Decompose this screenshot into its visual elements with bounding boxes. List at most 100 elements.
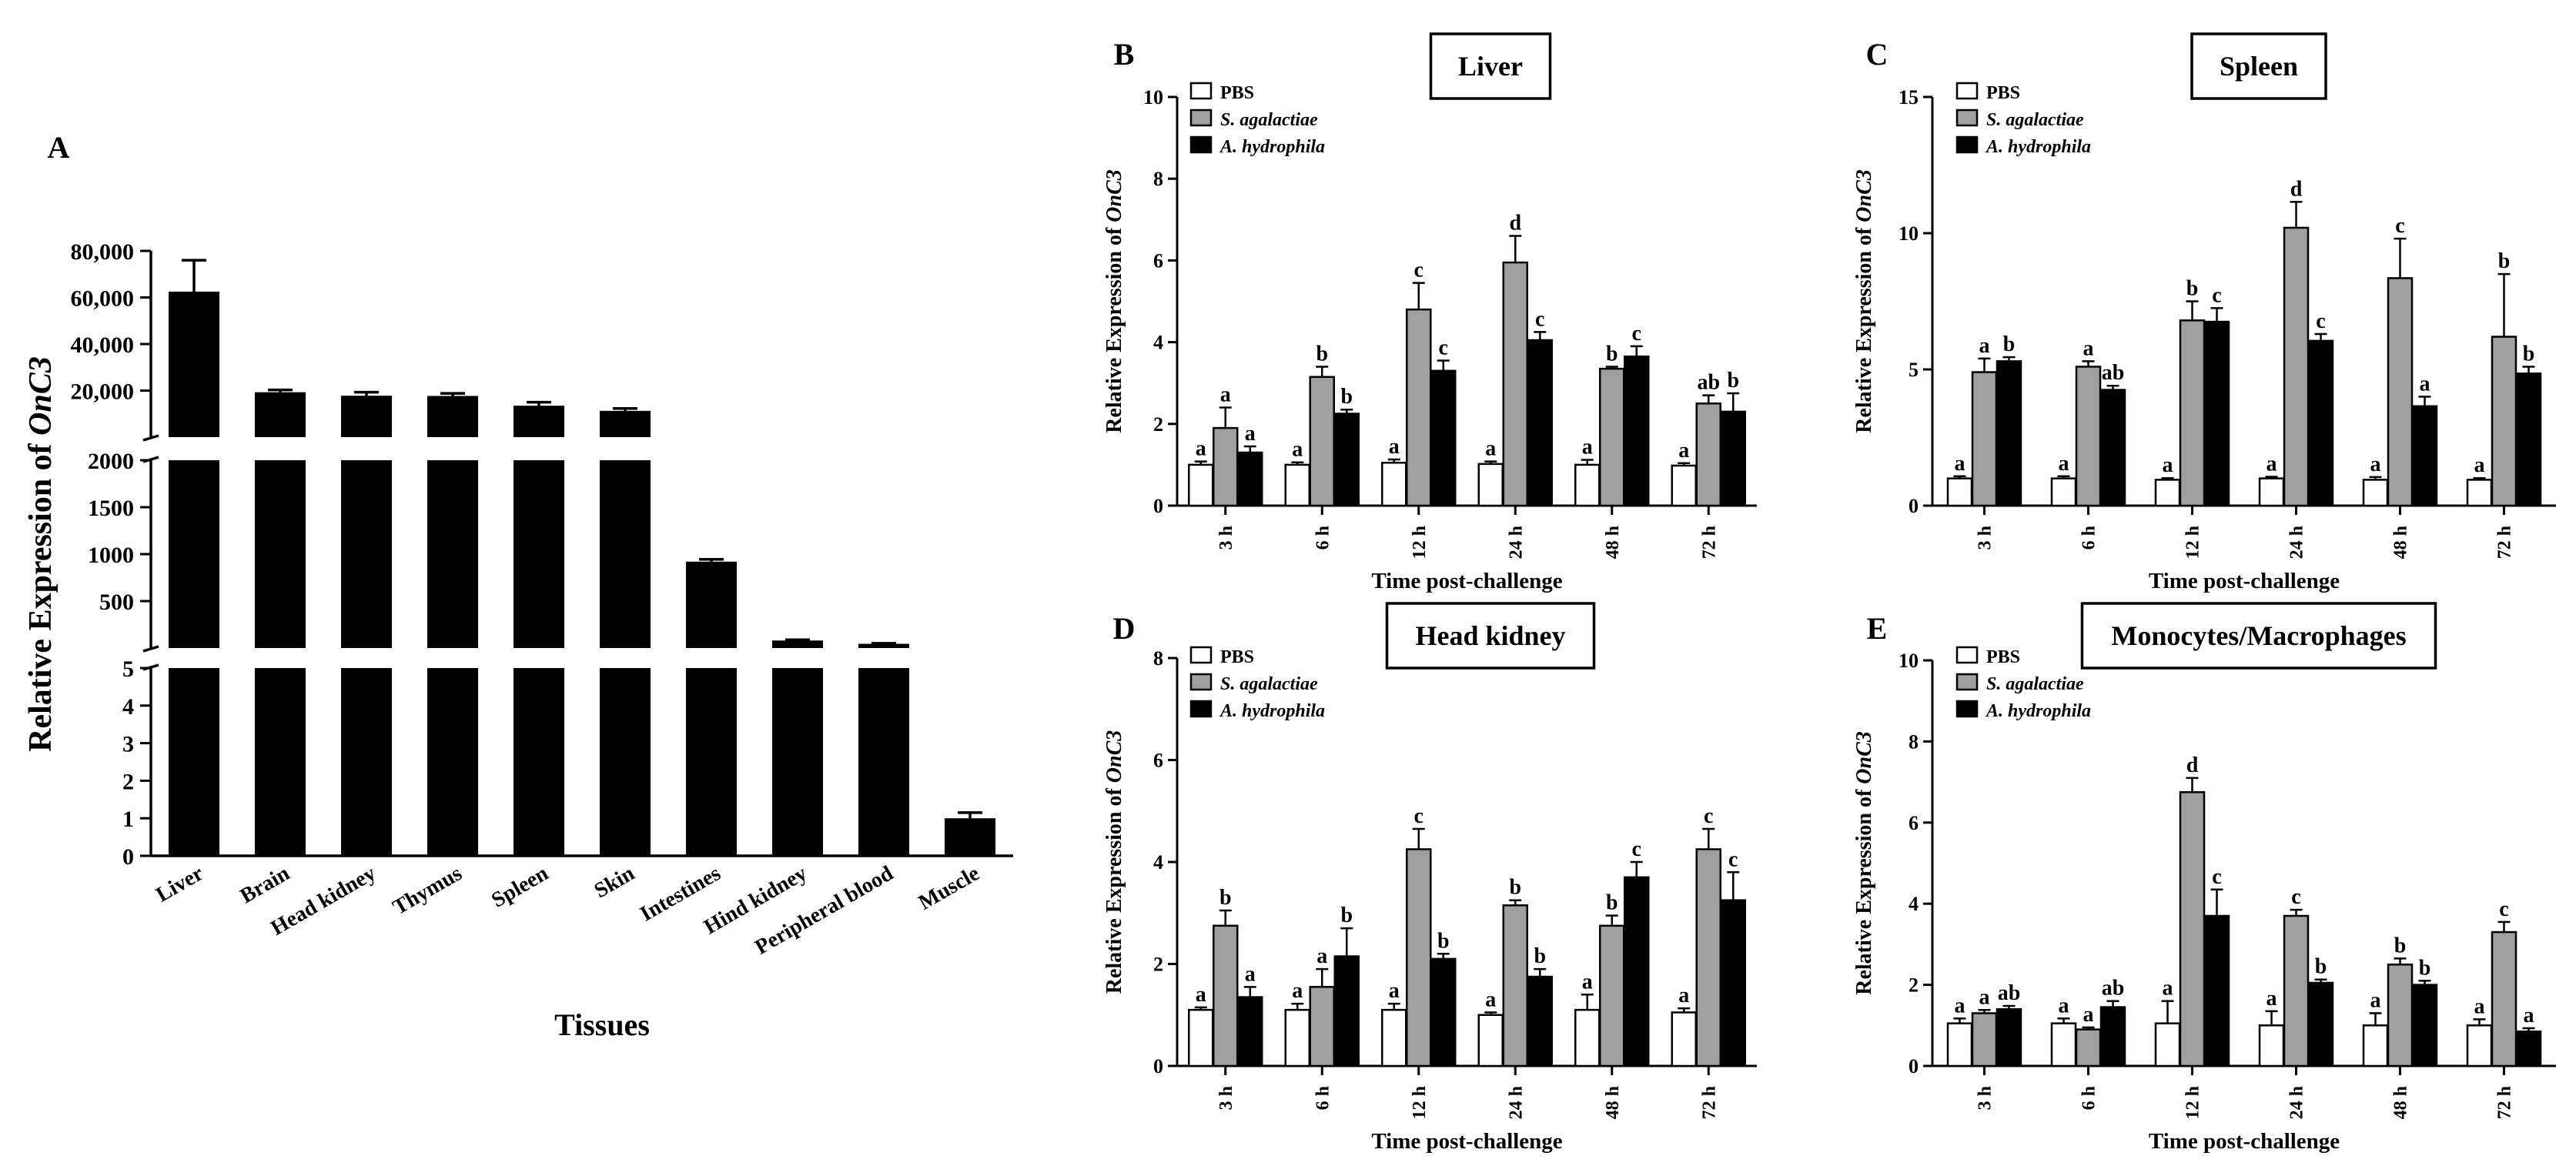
significance-letter: d — [2186, 753, 2199, 777]
title-box — [1385, 602, 1596, 670]
significance-letter: b — [2498, 249, 2511, 273]
y-tick-label: 6 — [1153, 750, 1163, 772]
significance-letter: a — [1678, 439, 1689, 463]
bar-series-1 — [1284, 1008, 1310, 1067]
legend-label: A. hydrophila — [1219, 137, 1325, 157]
y-tick-label: 15 — [1899, 86, 1919, 109]
significance-letter: b — [2419, 956, 2431, 980]
y-axis-title-prefix: Relative Expression of — [1852, 784, 1876, 995]
y-tick-label: 0 — [1153, 1055, 1163, 1077]
significance-letter: c — [1728, 847, 1738, 871]
significance-letter: a — [2474, 994, 2485, 1018]
bar-thymus — [427, 396, 478, 437]
bar-peripheral-blood — [858, 643, 909, 648]
significance-letter: b — [1606, 342, 1618, 366]
bar-series-2 — [2491, 930, 2517, 1067]
significance-letter: b — [1509, 876, 1521, 900]
title-box — [2080, 602, 2437, 670]
y-tick-label: 2000 — [88, 449, 134, 474]
bar-skin — [600, 460, 651, 648]
x-tick-label: Skin — [590, 861, 639, 903]
x-tick-label: 24 h — [1506, 1086, 1526, 1119]
y-tick-label: 10 — [1899, 650, 1919, 672]
y-tick-label: 10 — [1143, 86, 1163, 109]
significance-letter: a — [1955, 994, 1965, 1017]
y-tick-label: 0 — [1153, 495, 1163, 517]
significance-letter: a — [1316, 944, 1327, 968]
bar-series-1 — [1946, 477, 1973, 507]
y-tick-label: 3 — [122, 732, 134, 757]
bar-series-2 — [2283, 226, 2310, 507]
y-tick-label: 4 — [122, 694, 134, 720]
bar-series-2 — [1213, 924, 1239, 1067]
bar-series-1 — [2154, 479, 2181, 507]
x-tick-label: 6 h — [2079, 1086, 2099, 1110]
bar-series-2 — [2179, 791, 2206, 1067]
significance-letter: c — [1414, 259, 1423, 282]
title-box — [2190, 32, 2327, 100]
y-tick-label: 2 — [122, 769, 134, 794]
bar-liver — [169, 668, 219, 856]
significance-letter: a — [1979, 985, 1990, 1009]
bar-series-1 — [1477, 463, 1504, 507]
y-tick-label: 2 — [1153, 954, 1163, 976]
bar-series-1 — [2466, 1024, 2493, 1067]
significance-letter: b — [2523, 342, 2535, 366]
significance-letter: b — [1340, 904, 1353, 927]
legend-label: A. hydrophila — [1219, 701, 1325, 721]
legend-label: S. agalactiae — [1220, 110, 1318, 130]
legend-label: S. agalactiae — [1220, 674, 1318, 694]
panel-b-letter: B — [1114, 37, 1135, 72]
bar-series-2 — [2387, 277, 2414, 507]
bar-series-3 — [1527, 975, 1553, 1067]
x-tick-label: 6 h — [2079, 526, 2099, 550]
legend-label: S. agalactiae — [1986, 674, 2084, 694]
bar-thymus — [427, 668, 478, 856]
significance-letter: b — [1316, 342, 1328, 366]
x-tick-label: 6 h — [1313, 526, 1333, 550]
x-tick-label: 48 h — [2391, 526, 2411, 559]
bar-series-3 — [2203, 320, 2230, 507]
bar-series-2 — [2075, 1028, 2102, 1067]
significance-letter: d — [2290, 177, 2303, 201]
x-tick-label: 48 h — [1603, 1086, 1623, 1119]
legend-label: A. hydrophila — [1985, 701, 2091, 721]
significance-letter: a — [2267, 452, 2277, 476]
x-tick-label: 24 h — [2287, 1086, 2307, 1119]
bar-series-2 — [1309, 376, 1335, 507]
y-tick-label: 0 — [122, 844, 134, 870]
significance-letter: a — [2083, 1003, 2094, 1027]
y-tick-label: 80,000 — [71, 239, 135, 265]
y-axis-title-prefix: Relative Expression of — [1102, 783, 1126, 994]
significance-letter: a — [1389, 435, 1400, 459]
x-axis-title: Time post-challenge — [2149, 569, 2340, 593]
bar-series-3 — [1996, 1007, 2022, 1067]
legend-swatch — [1955, 109, 1979, 127]
significance-letter: d — [1509, 212, 1521, 236]
significance-letter: b — [2186, 277, 2199, 301]
bar-head-kidney — [341, 460, 392, 648]
x-tick-label: Muscle — [915, 861, 984, 915]
bar-series-1 — [2362, 1024, 2389, 1067]
bar-head-kidney — [341, 396, 392, 437]
bar-series-1 — [2154, 1022, 2181, 1067]
significance-letter: b — [1606, 891, 1618, 915]
y-tick-label: 5 — [122, 656, 134, 682]
significance-letter: a — [1196, 983, 1206, 1007]
significance-letter: b — [2315, 955, 2327, 979]
y-axis-title: Relative Expression of OnC3 — [1102, 730, 1126, 994]
significance-letter: a — [1292, 979, 1303, 1003]
significance-letter: c — [2316, 309, 2325, 333]
significance-letter: a — [1245, 422, 1256, 446]
bar-muscle — [945, 818, 995, 856]
legend-label: A. hydrophila — [1985, 137, 2091, 157]
y-axis-title-gene: OnC3 — [1102, 730, 1126, 783]
significance-letter: c — [1535, 307, 1544, 331]
significance-letter: ab — [2102, 977, 2125, 1001]
bar-spleen — [514, 668, 564, 856]
y-tick-label: 2 — [1909, 974, 1919, 997]
x-axis-title: Time post-challenge — [2149, 1129, 2340, 1154]
y-tick-label: 500 — [99, 590, 134, 615]
